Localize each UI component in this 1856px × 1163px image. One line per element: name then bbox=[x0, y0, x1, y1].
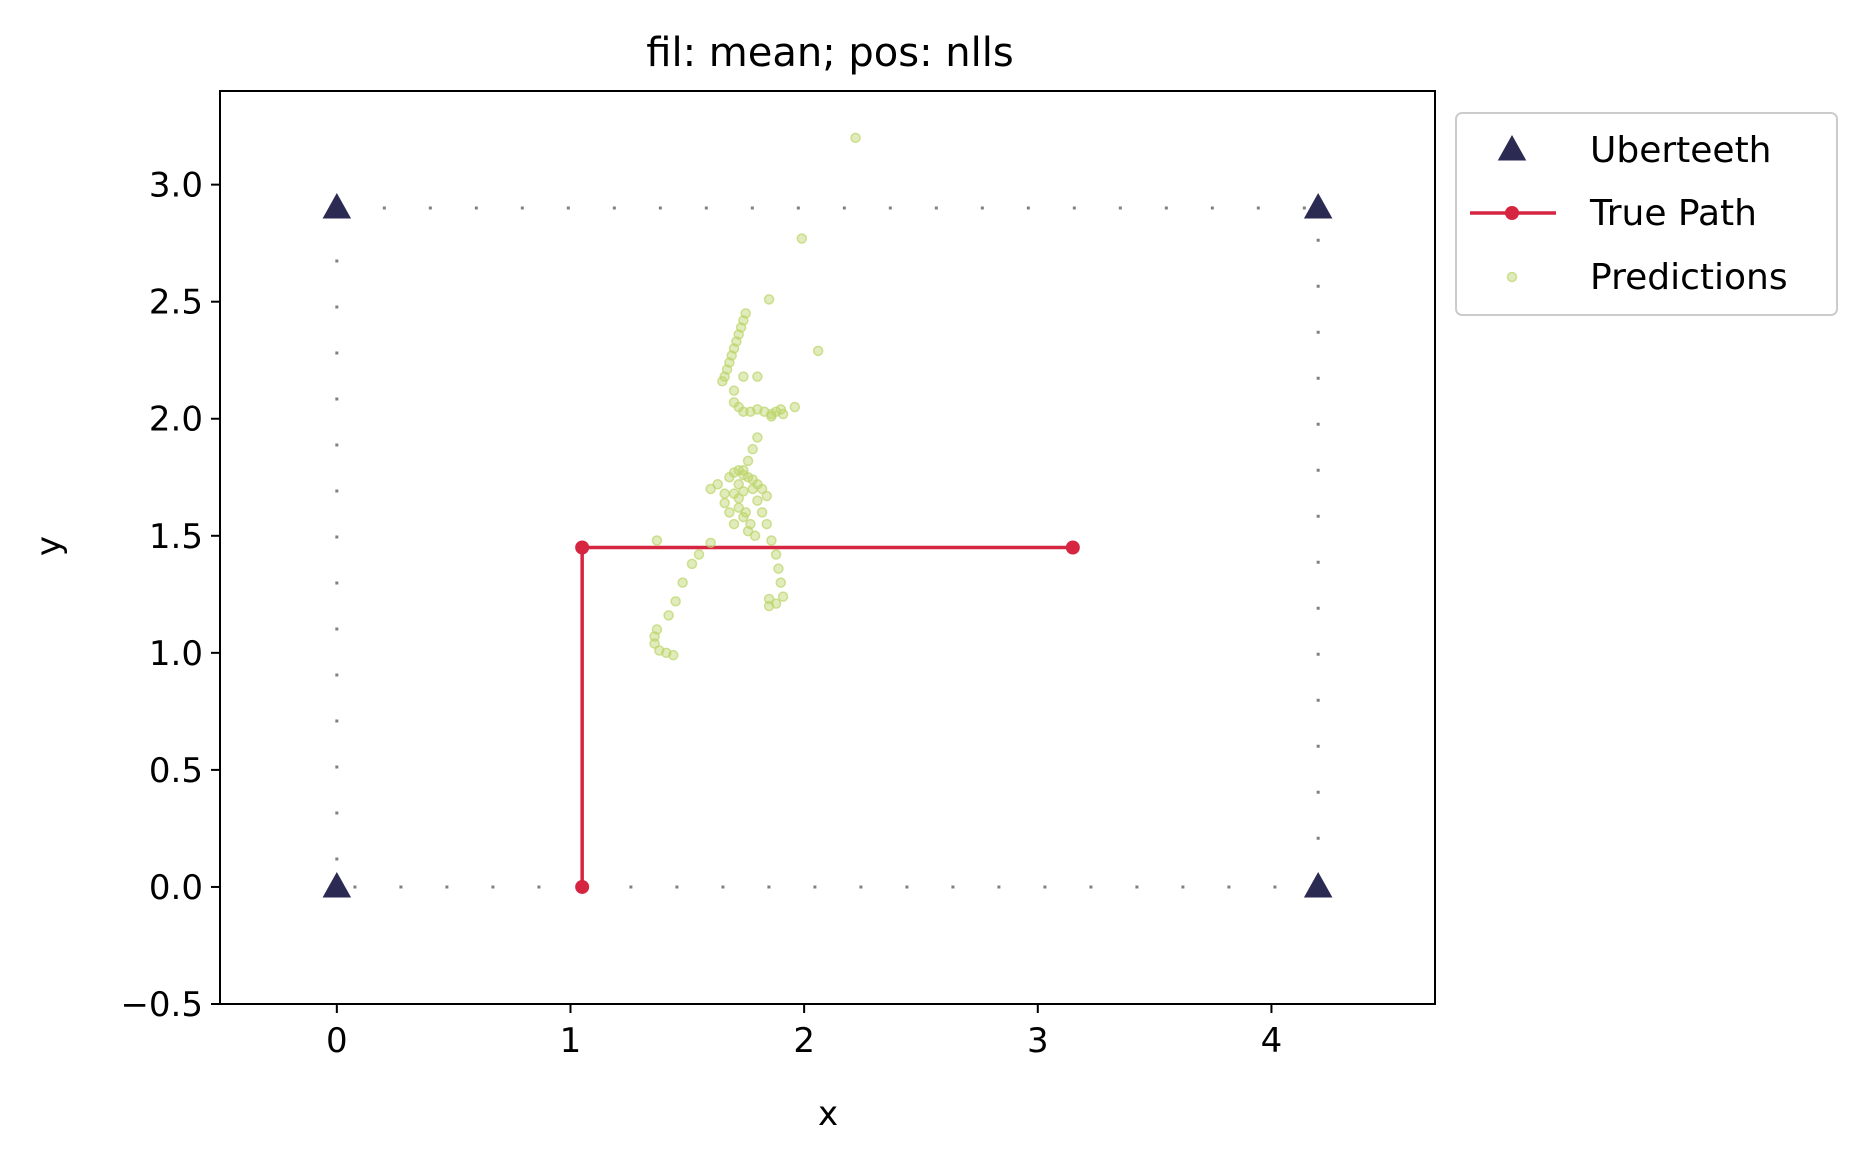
prediction-point bbox=[724, 507, 735, 518]
chart-title: fil: mean; pos: nlls bbox=[646, 30, 1013, 76]
prediction-point bbox=[777, 591, 789, 602]
prediction-point bbox=[728, 385, 740, 396]
prediction-point bbox=[796, 233, 808, 244]
uberteeth-marker bbox=[322, 193, 352, 219]
prediction-point bbox=[717, 376, 728, 387]
true-path-point bbox=[1065, 540, 1080, 555]
prediction-point bbox=[663, 610, 674, 621]
prediction-point bbox=[649, 638, 660, 649]
prediction-point bbox=[761, 518, 772, 530]
true-path-point bbox=[575, 540, 590, 555]
prediction-point bbox=[738, 511, 749, 523]
uberteeth-marker bbox=[322, 871, 352, 898]
prediction-point bbox=[850, 132, 861, 144]
prediction-point bbox=[693, 549, 705, 560]
prediction-point bbox=[761, 490, 772, 502]
prediction-point bbox=[719, 497, 730, 509]
prediction-point bbox=[712, 479, 723, 490]
prediction-point bbox=[749, 530, 761, 542]
x-tick-label: 2 bbox=[793, 1021, 815, 1061]
prediction-point bbox=[738, 371, 749, 382]
y-tick-label: 1.0 bbox=[149, 634, 203, 674]
y-tick-label: 2.5 bbox=[149, 283, 203, 323]
y-axis-label: y bbox=[29, 536, 69, 556]
y-tick-label: 0.0 bbox=[149, 868, 203, 908]
prediction-point bbox=[766, 535, 777, 546]
legend-uberteeth-icon bbox=[1497, 135, 1527, 161]
prediction-point bbox=[668, 649, 679, 661]
y-tick-label: 1.5 bbox=[149, 517, 203, 557]
x-tick-label: 4 bbox=[1261, 1021, 1283, 1061]
prediction-point bbox=[763, 593, 775, 605]
prediction-point bbox=[756, 507, 768, 518]
prediction-point bbox=[733, 479, 744, 490]
uberteeth-marker bbox=[1303, 193, 1333, 219]
prediction-point bbox=[742, 525, 754, 537]
prediction-point bbox=[686, 558, 698, 570]
y-tick-label: 2.0 bbox=[149, 400, 203, 440]
legend-label: Uberteeth bbox=[1590, 130, 1772, 171]
prediction-point bbox=[763, 600, 775, 612]
prediction-point bbox=[738, 486, 749, 497]
plot-area: 0 1 2 3 4 −0.5 0.0 0.5 1.0 1.5 2.0 2.5 3.0 bbox=[120, 90, 1436, 1061]
x-tick-label: 1 bbox=[560, 1021, 582, 1061]
uberteeth-marker bbox=[1303, 871, 1333, 898]
prediction-point bbox=[670, 596, 681, 607]
legend-frame bbox=[1455, 112, 1838, 316]
x-tick-label: 0 bbox=[326, 1021, 348, 1061]
prediction-point bbox=[763, 294, 775, 305]
legend: Uberteeth True Path Predictions bbox=[1455, 112, 1838, 316]
prediction-point bbox=[705, 483, 716, 495]
prediction-point bbox=[747, 443, 758, 455]
prediction-point bbox=[775, 577, 787, 588]
legend-true-path-marker bbox=[1505, 206, 1519, 220]
prediction-point bbox=[651, 535, 663, 546]
x-axis-label: x bbox=[818, 1094, 838, 1134]
prediction-point bbox=[728, 518, 740, 530]
true-path-point bbox=[575, 879, 590, 894]
prediction-point bbox=[752, 495, 763, 506]
prediction-point bbox=[773, 563, 784, 574]
prediction-point bbox=[677, 577, 688, 588]
prediction-point bbox=[649, 631, 660, 642]
legend-label: True Path bbox=[1589, 193, 1757, 234]
prediction-point bbox=[789, 401, 801, 413]
prediction-point bbox=[738, 406, 749, 417]
prediction-point bbox=[742, 455, 754, 467]
y-tick-label: −0.5 bbox=[120, 985, 203, 1025]
y-tick-label: 0.5 bbox=[149, 751, 203, 791]
y-tick-label: 3.0 bbox=[149, 166, 203, 206]
prediction-point bbox=[733, 493, 744, 504]
prediction-point bbox=[752, 432, 763, 443]
true-path-line bbox=[580, 545, 1073, 887]
legend-predictions-icon bbox=[1506, 271, 1518, 283]
legend-label: Predictions bbox=[1590, 257, 1788, 298]
prediction-point bbox=[812, 345, 824, 357]
prediction-point bbox=[705, 537, 716, 549]
prediction-point bbox=[747, 483, 758, 495]
prediction-point bbox=[777, 408, 789, 420]
x-tick-label: 3 bbox=[1027, 1021, 1049, 1061]
prediction-point bbox=[719, 488, 730, 499]
axes-frame bbox=[219, 90, 1436, 1005]
prediction-point bbox=[733, 502, 744, 513]
prediction-point bbox=[752, 371, 763, 382]
prediction-point bbox=[770, 549, 782, 560]
